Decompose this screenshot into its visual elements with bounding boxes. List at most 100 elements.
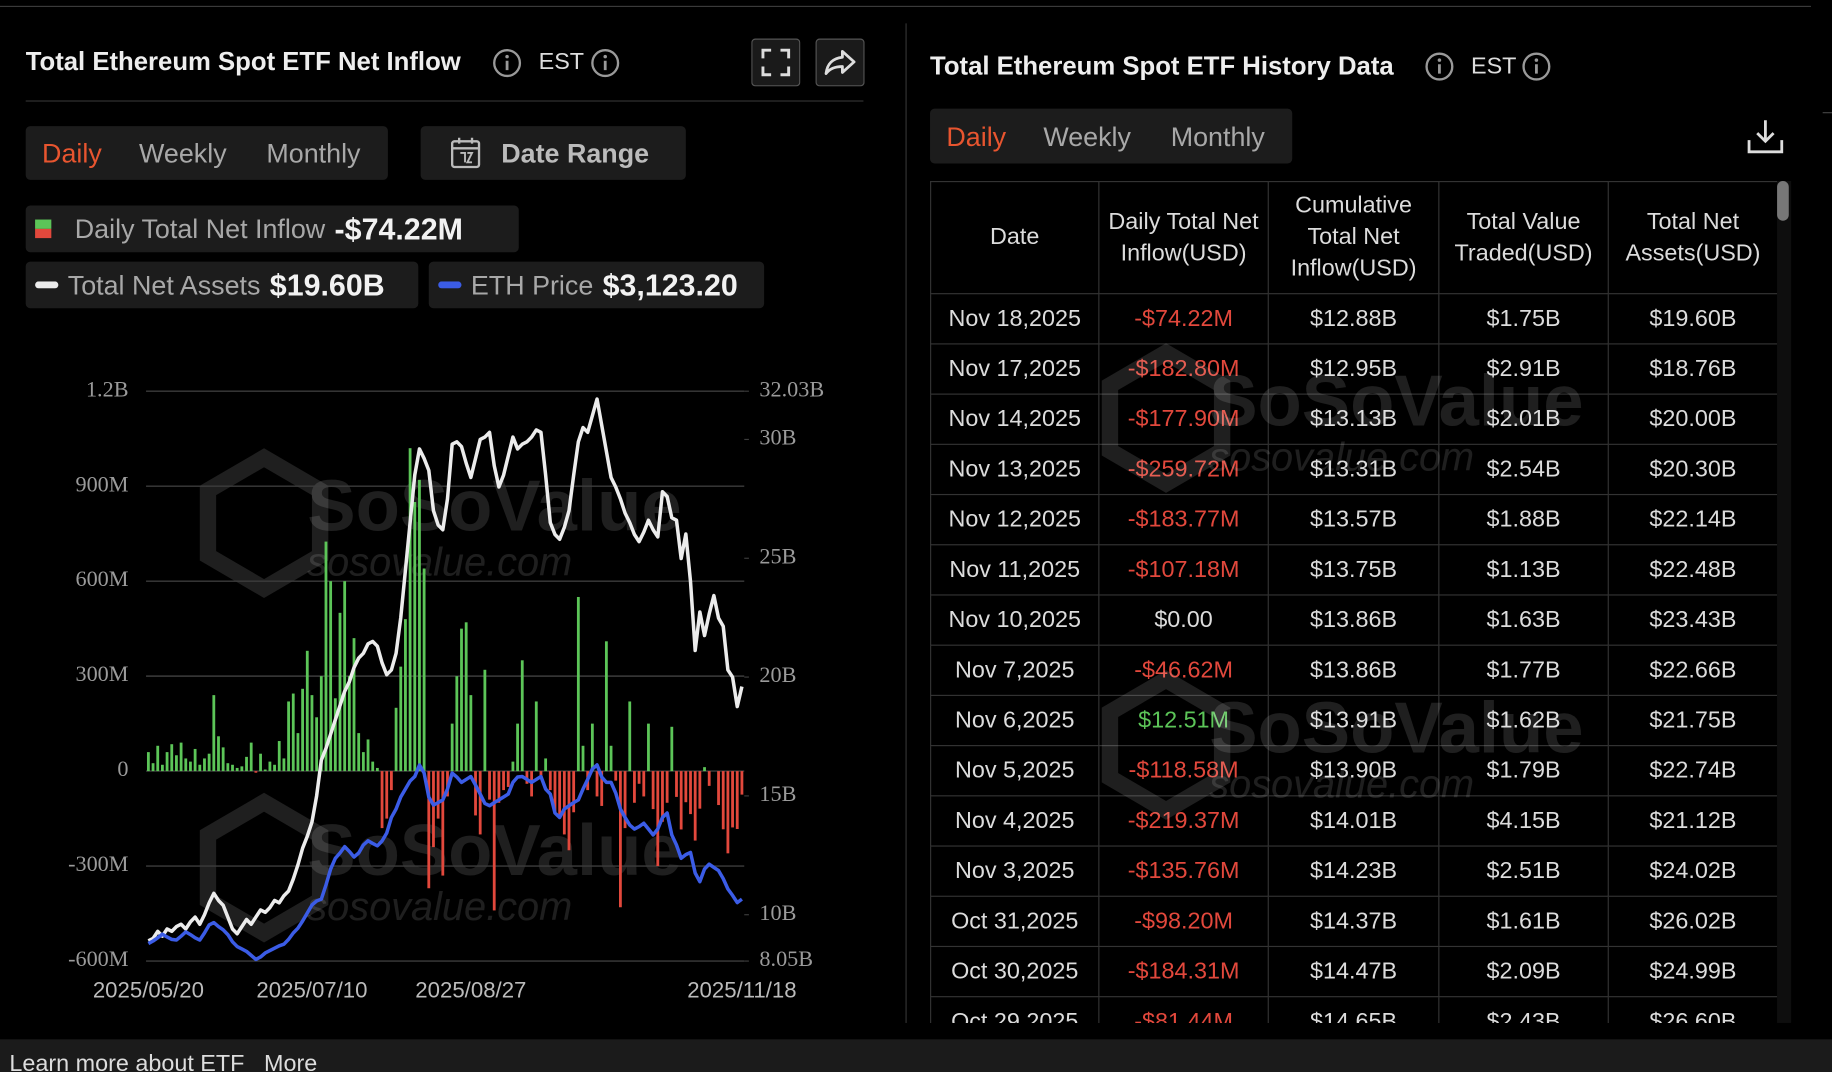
bar	[558, 771, 561, 818]
bar	[703, 767, 706, 771]
tab[interactable]: Monthly	[1171, 121, 1265, 153]
legend-swatch	[35, 281, 58, 288]
bar	[292, 694, 295, 772]
table-cell: $13.57B	[1268, 495, 1439, 545]
top-border	[0, 6, 1811, 7]
bar	[577, 597, 580, 771]
scrollbar	[1777, 181, 1791, 1023]
table-cell: Oct 29,2025	[931, 997, 1099, 1023]
bar	[170, 744, 173, 771]
timezone: EST	[1471, 54, 1516, 81]
table-cell: Nov 7,2025	[931, 645, 1099, 695]
table-cell: $1.13B	[1439, 545, 1608, 595]
table-cell: $12.95B	[1268, 344, 1439, 394]
bar	[465, 622, 468, 771]
bar	[166, 752, 169, 771]
download-button[interactable]	[1746, 117, 1786, 157]
share-button[interactable]	[816, 39, 865, 87]
table-row: Nov 5,2025-$118.58M$13.90B$1.79B$22.74B	[931, 746, 1777, 796]
table-cell: -$219.37M	[1099, 796, 1268, 846]
tab[interactable]: Daily	[946, 121, 1006, 153]
bar	[152, 763, 155, 771]
bar	[194, 749, 197, 771]
bar	[605, 641, 608, 771]
table-cell: $2.09B	[1439, 946, 1608, 996]
bar	[180, 743, 183, 771]
bar	[437, 771, 440, 818]
table-row: Nov 3,2025-$135.76M$14.23B$2.51B$24.02B	[931, 846, 1777, 896]
bar	[208, 754, 211, 771]
bar	[217, 736, 220, 771]
legend-value: -$74.22M	[335, 211, 463, 247]
bar	[642, 771, 645, 796]
bar	[512, 762, 515, 771]
table-cell: -$182.80M	[1099, 344, 1268, 394]
bar	[236, 768, 239, 771]
legend-swatch	[35, 220, 51, 239]
fullscreen-button[interactable]	[751, 39, 800, 87]
info-icon[interactable]	[590, 48, 620, 78]
table-cell: -$107.18M	[1099, 545, 1268, 595]
table-cell: Nov 10,2025	[931, 595, 1099, 645]
table-cell: -$259.72M	[1099, 444, 1268, 494]
tab[interactable]: Monthly	[266, 138, 360, 170]
table-cell: -$135.76M	[1099, 846, 1268, 896]
bar	[521, 660, 524, 771]
table-cell: $14.65B	[1268, 997, 1439, 1023]
table-cell: $1.61B	[1439, 896, 1608, 946]
tab[interactable]: Weekly	[139, 138, 227, 170]
footer-link[interactable]: More	[264, 1051, 317, 1072]
tab[interactable]: Weekly	[1043, 121, 1131, 153]
bar	[591, 724, 594, 771]
footer-link[interactable]: Learn more about ETF	[9, 1051, 244, 1072]
table-cell: $13.86B	[1268, 595, 1439, 645]
column-header: Total Net Assets(USD)	[1608, 182, 1777, 294]
bar	[311, 695, 314, 771]
bar	[390, 771, 393, 790]
bar	[399, 667, 402, 771]
table-row: Nov 6,2025$12.51M$13.91B$1.62B$21.75B	[931, 695, 1777, 745]
table-row: Nov 18,2025-$74.22M$12.88B$1.75B$19.60B	[931, 294, 1777, 344]
bar	[376, 768, 379, 771]
bar	[231, 765, 234, 771]
info-icon[interactable]	[492, 48, 522, 78]
bar	[254, 771, 257, 773]
date-range-label[interactable]: Date Range	[501, 138, 649, 170]
bar	[306, 651, 309, 771]
bar	[404, 619, 407, 771]
table-cell: $13.13B	[1268, 394, 1439, 444]
table-cell: $14.37B	[1268, 896, 1439, 946]
bar	[722, 771, 725, 829]
tab[interactable]: Daily	[42, 138, 102, 170]
bar	[259, 754, 262, 771]
bar	[339, 613, 342, 771]
header-row: DateDaily Total Net Inflow(USD)Cumulativ…	[931, 182, 1777, 294]
bar	[502, 771, 505, 790]
y-tick-label: 600M	[75, 566, 128, 591]
table-cell: $24.99B	[1608, 946, 1777, 996]
y-tick-label: 0	[117, 756, 128, 781]
table-row: Nov 10,2025$0.00$13.86B$1.63B$23.43B	[931, 595, 1777, 645]
history-table: DateDaily Total Net Inflow(USD)Cumulativ…	[930, 181, 1777, 1023]
bar	[301, 689, 304, 771]
table-cell: Nov 3,2025	[931, 846, 1099, 896]
bar	[596, 771, 599, 796]
table-cell: $21.12B	[1608, 796, 1777, 846]
y-tick-label: 300M	[75, 661, 128, 686]
bar	[544, 758, 547, 771]
info-icon[interactable]	[1424, 51, 1454, 81]
table-row: Nov 17,2025-$182.80M$12.95B$2.91B$18.76B	[931, 344, 1777, 394]
bar	[638, 771, 641, 784]
bar	[488, 771, 491, 799]
table-cell: $12.88B	[1268, 294, 1439, 344]
table-cell: $22.74B	[1608, 746, 1777, 796]
bar	[698, 771, 701, 809]
panel-title: Total Ethereum Spot ETF History Data	[930, 51, 1394, 81]
table-cell: $22.14B	[1608, 495, 1777, 545]
scrollbar-thumb[interactable]	[1777, 181, 1789, 221]
table-cell: $26.60B	[1608, 997, 1777, 1023]
timezone: EST	[539, 49, 584, 76]
table-cell: $2.54B	[1439, 444, 1608, 494]
bar	[395, 708, 398, 771]
info-icon[interactable]	[1521, 51, 1551, 81]
